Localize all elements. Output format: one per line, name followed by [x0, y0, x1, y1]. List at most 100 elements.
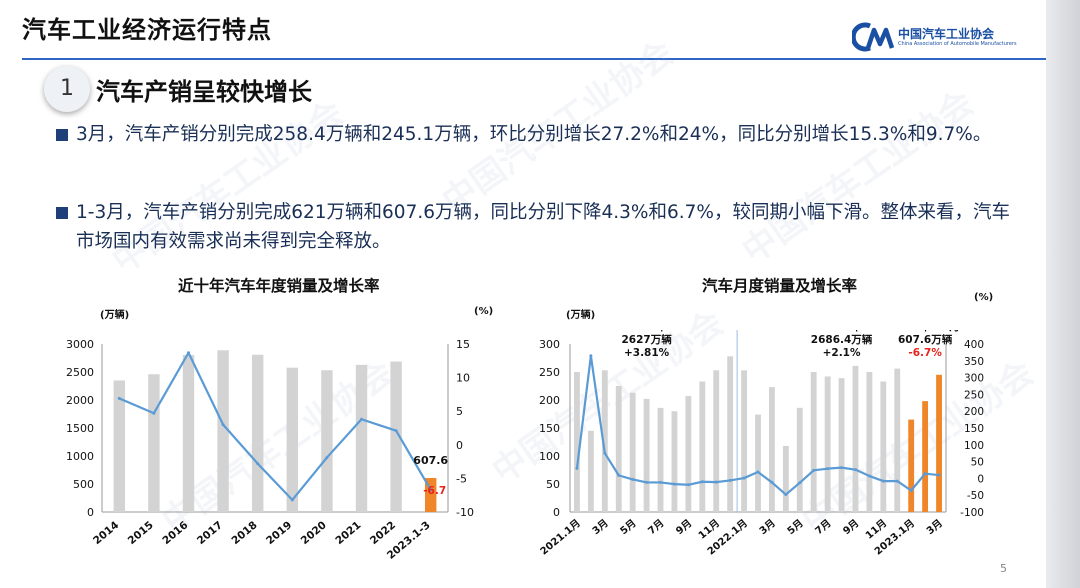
- x-tick-label: 2019: [264, 519, 294, 547]
- bar: [182, 355, 195, 512]
- line-point: [798, 481, 802, 485]
- line-point: [672, 482, 676, 486]
- right-tick-label: 350: [964, 356, 984, 368]
- x-tick-label: 9月: [841, 517, 862, 537]
- line-point: [187, 351, 190, 355]
- left-tick-label: 200: [539, 394, 560, 407]
- line-point: [617, 473, 621, 477]
- logo-name: 中国汽车工业协会: [898, 27, 995, 41]
- right-tick-label: -5: [456, 472, 467, 485]
- bar: [574, 372, 580, 512]
- section-number-badge: 1: [44, 66, 90, 112]
- page-title: 汽车工业经济运行特点: [22, 16, 272, 44]
- line-point: [221, 423, 225, 427]
- line-point: [152, 411, 156, 415]
- line-point: [700, 480, 704, 484]
- bullet-text: 3月，汽车产销分别完成258.4万辆和245.1万辆，环比分别增长27.2%和2…: [76, 124, 992, 145]
- x-tick-label: 7月: [813, 517, 834, 537]
- bullet-square-icon: [56, 129, 68, 141]
- line-point: [826, 467, 830, 471]
- x-tick-label: 2022: [368, 519, 398, 547]
- bullet-point: 3月，汽车产销分别完成258.4万辆和245.1万辆，环比分别增长27.2%和2…: [56, 120, 1026, 149]
- line-point: [881, 479, 885, 483]
- bar: [424, 477, 437, 512]
- line-point: [812, 468, 816, 472]
- left-tick-label: 300: [539, 338, 560, 351]
- line-point: [325, 456, 329, 460]
- chart-annotation: 2627万辆: [621, 333, 672, 346]
- chart-title: 汽车月度销量及增长率: [702, 277, 858, 295]
- logo-mark-icon: [850, 22, 895, 52]
- bar: [615, 386, 622, 512]
- x-tick-label: 5月: [618, 517, 639, 537]
- chart-annotation: 2022年: [822, 330, 862, 333]
- line-point: [631, 477, 635, 481]
- bar: [148, 374, 160, 512]
- chart-annotation: +3.81%: [624, 347, 670, 359]
- line-point: [853, 468, 857, 472]
- line-point: [290, 498, 294, 502]
- line-point: [256, 462, 260, 466]
- bar: [629, 392, 636, 512]
- line-point: [770, 480, 774, 484]
- x-tick-label: 5月: [785, 517, 806, 537]
- line-point: [429, 488, 433, 492]
- bar: [852, 365, 859, 512]
- growth-rate-line: [118, 351, 432, 502]
- bar: [643, 398, 650, 512]
- section-title: 汽车产销呈较快增长: [96, 78, 312, 106]
- right-axis-unit: (%): [974, 292, 994, 303]
- right-tick-label: -50: [967, 490, 984, 502]
- line-point: [659, 480, 663, 484]
- right-tick-label: 300: [964, 373, 984, 385]
- chart-annotation: 2021年: [627, 330, 667, 333]
- bar: [685, 396, 692, 512]
- left-tick-label: 100: [539, 450, 560, 463]
- bullet-text: 1-3月，汽车产销分别完成621万辆和607.6万辆，同比分别下降4.3%和6.…: [76, 202, 1010, 252]
- bar: [113, 380, 126, 512]
- line-point: [867, 474, 871, 478]
- left-tick-label: 0: [553, 506, 560, 519]
- x-tick-label: 2021: [333, 519, 363, 547]
- chart-annotation: -6.7%: [908, 347, 942, 359]
- bar: [671, 411, 678, 512]
- chart-annotation: 607.6万辆: [898, 333, 953, 346]
- bar: [286, 367, 299, 512]
- bar: [908, 419, 915, 512]
- right-tick-label: 100: [964, 440, 984, 452]
- bar: [390, 361, 402, 512]
- line-point: [394, 429, 398, 433]
- x-tick-label: 7月: [646, 517, 667, 537]
- bullet-square-icon: [56, 207, 68, 219]
- x-tick-label: 2018: [230, 519, 260, 547]
- x-tick-label: 3月: [590, 517, 611, 537]
- right-tick-label: 200: [964, 406, 984, 418]
- x-tick-label: 3月: [757, 517, 778, 537]
- line-point: [686, 483, 690, 487]
- bar: [866, 372, 873, 512]
- x-tick-label: 3月: [924, 517, 945, 537]
- bar: [922, 401, 929, 512]
- left-tick-label: 1500: [66, 422, 94, 435]
- right-tick-label: 250: [964, 389, 984, 401]
- bar: [601, 370, 608, 512]
- right-tick-label: -100: [960, 507, 984, 519]
- monthly-sales-chart: 0 50 100 150 200 250 300 -100 -50 0 50 100 150 200 250…: [538, 330, 984, 558]
- line-point: [784, 493, 788, 497]
- bar: [355, 364, 368, 512]
- line-point: [714, 480, 718, 484]
- line-point: [756, 470, 760, 474]
- right-tick-label: 400: [964, 339, 984, 351]
- bar: [769, 387, 775, 512]
- line-point: [909, 488, 913, 492]
- association-logo: 中国汽车工业协会 China Association of Automobile…: [850, 22, 1028, 54]
- line-data-label: -6.7: [423, 485, 446, 497]
- chart-title: 近十年汽车年度销量及增长率: [178, 277, 380, 295]
- right-tick-label: 0: [977, 473, 984, 485]
- bar: [321, 370, 333, 512]
- bar: [880, 381, 887, 512]
- top-bar: 汽车工业经济运行特点 中国汽车工业协会 China Association of…: [0, 0, 1080, 56]
- line-point: [575, 466, 579, 470]
- left-tick-label: 2500: [66, 366, 94, 379]
- right-tick-label: -10: [456, 506, 474, 519]
